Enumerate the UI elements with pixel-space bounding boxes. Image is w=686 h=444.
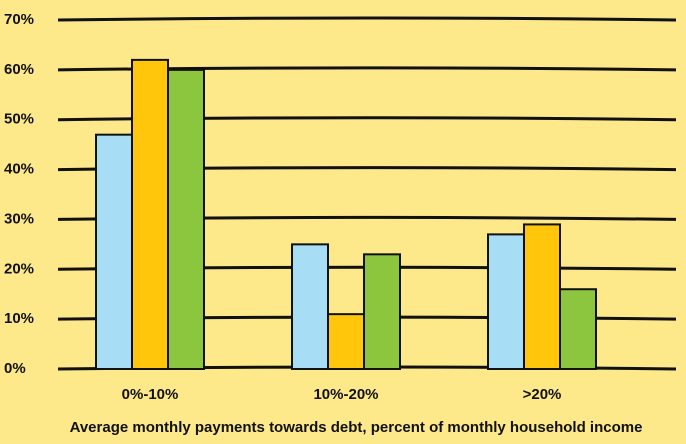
bar — [327, 313, 365, 370]
bar — [95, 133, 133, 370]
y-tick-label: 30% — [4, 210, 34, 227]
y-tick-label: 20% — [4, 260, 34, 277]
bar — [523, 223, 561, 370]
x-tick-label: >20% — [523, 386, 562, 403]
grid-line — [57, 16, 677, 22]
x-tick-label: 10%-20% — [313, 386, 378, 403]
y-tick-label: 40% — [4, 161, 34, 178]
x-tick-label: 0%-10% — [122, 386, 179, 403]
bar — [167, 68, 205, 370]
bar — [487, 233, 525, 370]
bar — [363, 253, 401, 370]
y-tick-label: 10% — [4, 310, 34, 327]
y-tick-label: 60% — [4, 61, 34, 78]
bar — [131, 58, 169, 371]
bar — [291, 243, 329, 371]
y-tick-label: 50% — [4, 111, 34, 128]
x-axis-label: Average monthly payments towards debt, p… — [70, 419, 643, 436]
bar — [559, 288, 597, 371]
y-tick-label: 70% — [4, 11, 34, 28]
y-tick-label: 0% — [4, 360, 26, 377]
